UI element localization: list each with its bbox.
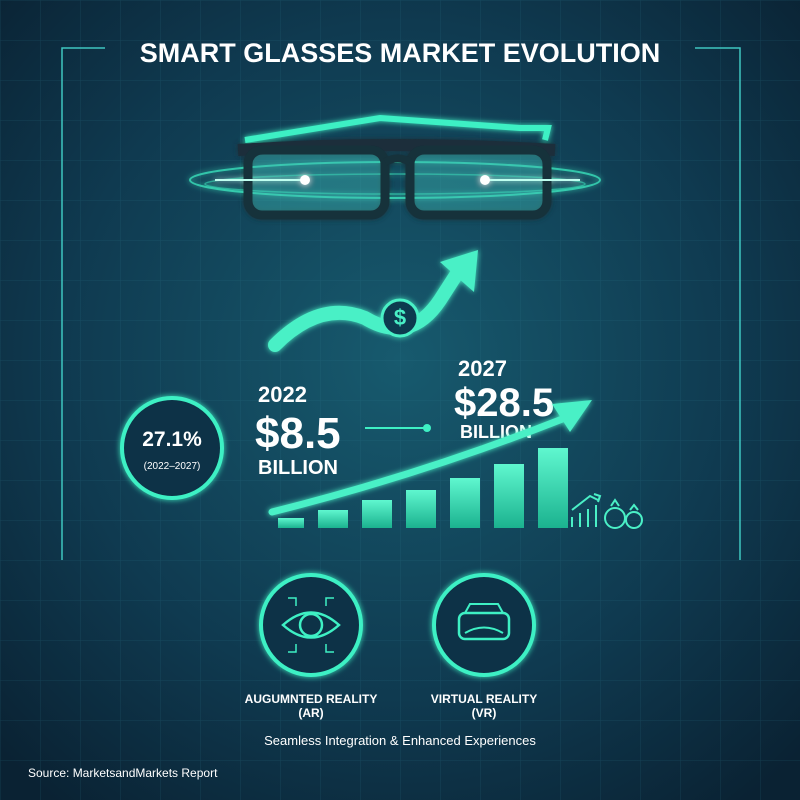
source: Source: MarketsandMarkets Report bbox=[28, 766, 218, 780]
cagr-badge bbox=[120, 396, 224, 500]
year-end: 2027 bbox=[458, 356, 507, 381]
svg-text:$: $ bbox=[394, 305, 406, 330]
ar-label: AUGUMNTED REALITY bbox=[245, 692, 378, 706]
vr-icon bbox=[432, 573, 536, 677]
value-end: $28.5 bbox=[454, 381, 554, 425]
value-start: $8.5 bbox=[255, 409, 341, 458]
growth-bars bbox=[278, 448, 568, 528]
money-icons bbox=[571, 493, 643, 529]
year-start: 2022 bbox=[258, 382, 307, 407]
trend-arrow bbox=[268, 400, 592, 516]
tagline: Seamless Integration & Enhanced Experien… bbox=[264, 733, 536, 748]
cagr-rate: 27.1% bbox=[142, 428, 202, 451]
unit-start: BILLION bbox=[258, 457, 338, 479]
vr-abbr: (VR) bbox=[472, 706, 497, 720]
cagr-period: (2022–2027) bbox=[144, 461, 201, 472]
growth-arrow: $ bbox=[268, 250, 478, 352]
frame bbox=[61, 47, 741, 560]
ar-icon bbox=[259, 573, 363, 677]
ar-abbr: (AR) bbox=[298, 706, 323, 720]
vr-label: VIRTUAL REALITY bbox=[431, 692, 537, 706]
connector-dot bbox=[423, 424, 431, 432]
glasses-illustration bbox=[189, 114, 601, 220]
title: SMART GLASSES MARKET EVOLUTION bbox=[140, 38, 661, 68]
